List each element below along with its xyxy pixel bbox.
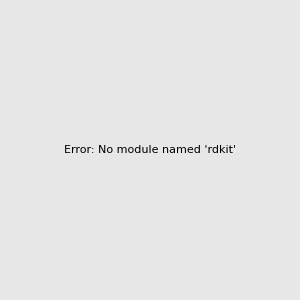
Text: Error: No module named 'rdkit': Error: No module named 'rdkit' [64, 145, 236, 155]
